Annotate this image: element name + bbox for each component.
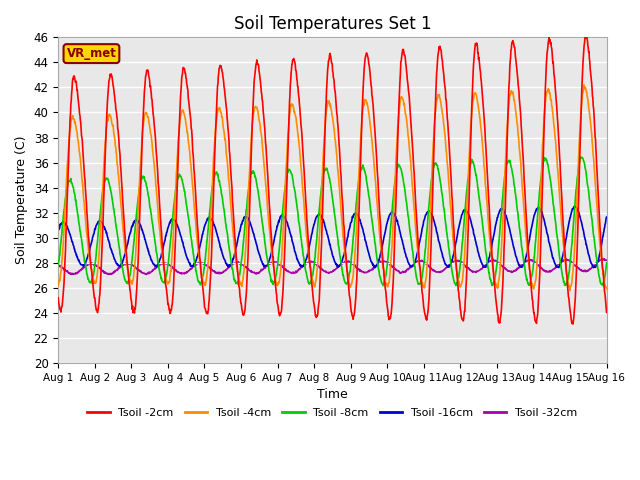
Tsoil -2cm — [603, 310, 611, 315]
Tsoil -4cm — [54, 282, 62, 288]
Tsoil -2cm — [569, 321, 577, 327]
Tsoil -32cm — [177, 270, 184, 276]
Tsoil -16cm — [237, 221, 245, 227]
Tsoil -8cm — [54, 261, 62, 267]
Tsoil -8cm — [237, 258, 245, 264]
Line: Tsoil -8cm: Tsoil -8cm — [58, 157, 607, 286]
Tsoil -2cm — [417, 280, 425, 286]
Tsoil -2cm — [582, 33, 590, 38]
Tsoil -2cm — [177, 100, 184, 106]
Tsoil -32cm — [538, 265, 546, 271]
Tsoil -32cm — [418, 257, 426, 263]
Tsoil -16cm — [571, 203, 579, 209]
Tsoil -8cm — [577, 155, 584, 160]
Line: Tsoil -32cm: Tsoil -32cm — [58, 259, 607, 275]
Tsoil -16cm — [538, 209, 546, 215]
Tsoil -8cm — [490, 279, 497, 285]
Legend: Tsoil -2cm, Tsoil -4cm, Tsoil -8cm, Tsoil -16cm, Tsoil -32cm: Tsoil -2cm, Tsoil -4cm, Tsoil -8cm, Tsoi… — [83, 404, 582, 422]
Tsoil -16cm — [54, 228, 62, 234]
Tsoil -32cm — [490, 257, 497, 263]
Tsoil -32cm — [600, 256, 608, 262]
Tsoil -16cm — [490, 234, 497, 240]
Tsoil -32cm — [238, 262, 246, 267]
Tsoil -32cm — [54, 262, 62, 268]
Line: Tsoil -2cm: Tsoil -2cm — [58, 36, 607, 324]
Tsoil -4cm — [177, 115, 184, 120]
Tsoil -4cm — [566, 288, 574, 293]
Tsoil -16cm — [163, 229, 171, 235]
Tsoil -4cm — [163, 279, 171, 285]
Tsoil -4cm — [237, 280, 245, 286]
Tsoil -16cm — [603, 214, 611, 220]
Title: Soil Temperatures Set 1: Soil Temperatures Set 1 — [234, 15, 431, 33]
Tsoil -8cm — [163, 270, 171, 276]
Tsoil -8cm — [603, 260, 611, 265]
Line: Tsoil -16cm: Tsoil -16cm — [58, 206, 607, 268]
Tsoil -16cm — [177, 231, 184, 237]
Tsoil -4cm — [538, 171, 545, 177]
Tsoil -32cm — [603, 257, 611, 263]
Text: VR_met: VR_met — [67, 47, 116, 60]
Tsoil -4cm — [603, 286, 611, 291]
Tsoil -16cm — [418, 228, 426, 233]
Tsoil -2cm — [54, 295, 62, 300]
Tsoil -4cm — [489, 268, 497, 274]
Tsoil -16cm — [371, 265, 379, 271]
Line: Tsoil -4cm: Tsoil -4cm — [58, 85, 607, 290]
Tsoil -8cm — [418, 275, 426, 281]
X-axis label: Time: Time — [317, 388, 348, 401]
Tsoil -8cm — [177, 173, 184, 179]
Tsoil -4cm — [417, 276, 425, 282]
Tsoil -2cm — [237, 303, 245, 309]
Tsoil -4cm — [580, 82, 588, 88]
Tsoil -2cm — [489, 265, 497, 271]
Tsoil -8cm — [380, 283, 387, 288]
Tsoil -8cm — [538, 168, 546, 174]
Tsoil -2cm — [163, 291, 171, 297]
Y-axis label: Soil Temperature (C): Soil Temperature (C) — [15, 136, 28, 264]
Tsoil -2cm — [538, 221, 545, 227]
Tsoil -32cm — [143, 272, 150, 277]
Tsoil -32cm — [163, 261, 171, 266]
